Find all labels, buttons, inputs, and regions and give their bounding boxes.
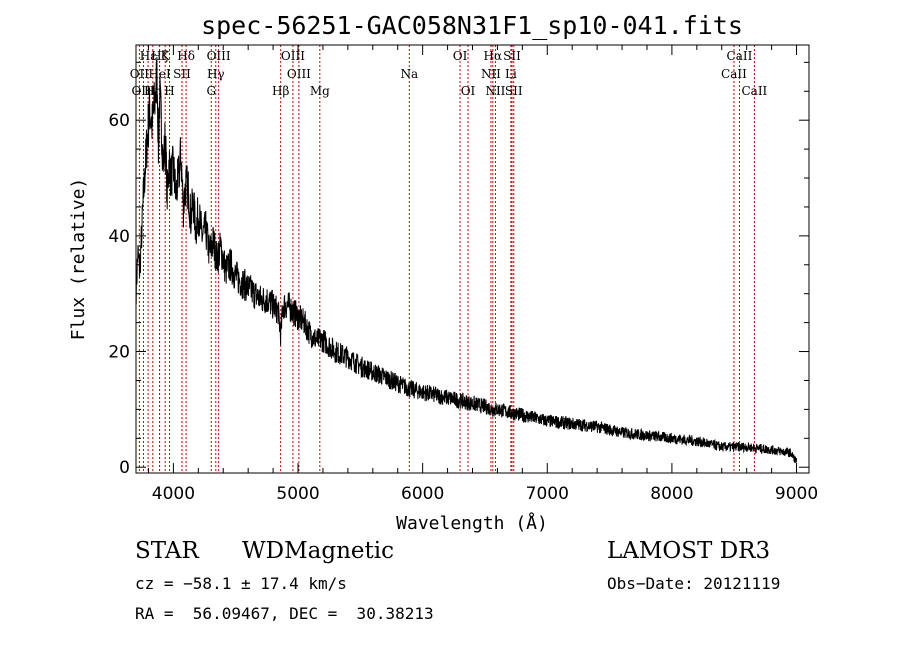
line-label-13: OIII bbox=[281, 49, 305, 63]
line-label-23: SII bbox=[503, 49, 521, 63]
y-tick-label: 60 bbox=[108, 111, 130, 131]
line-label-7: Hη bbox=[144, 84, 162, 98]
x-tick-label: 4000 bbox=[152, 484, 195, 504]
line-label-17: Na bbox=[400, 67, 418, 81]
x-tick-label: 6000 bbox=[401, 484, 444, 504]
line-label-22: NII bbox=[485, 84, 505, 98]
observation-date: Obs−Date: 20121119 bbox=[607, 574, 781, 593]
plot-frame bbox=[135, 44, 810, 474]
line-label-4: H bbox=[164, 84, 174, 98]
survey-name: LAMOST DR3 bbox=[607, 538, 771, 564]
y-tick-label: 20 bbox=[108, 343, 130, 363]
x-axis-label: Wavelength (Å) bbox=[396, 512, 548, 534]
line-label-26: CaII bbox=[727, 49, 753, 63]
line-label-20: Hα bbox=[484, 49, 503, 63]
x-axis: 4000 5000 6000 7000 8000 9000 bbox=[147, 45, 818, 504]
line-label-14: OIII bbox=[287, 67, 311, 81]
x-tick-label: 8000 bbox=[650, 484, 693, 504]
object-class: STAR bbox=[135, 538, 199, 564]
line-label-5: Hζ bbox=[151, 49, 168, 63]
line-label-3: K bbox=[161, 49, 171, 63]
line-label-9: Hδ bbox=[177, 49, 195, 63]
line-label-15: Hβ bbox=[272, 84, 289, 98]
x-tick-label: 9000 bbox=[775, 484, 818, 504]
chart-title: spec-56251-GAC058N31F1_sp10-041.fits bbox=[201, 11, 743, 40]
line-label-0: Hε bbox=[140, 49, 157, 63]
line-label-6: HeI bbox=[148, 67, 171, 81]
y-axis-label: Flux (relative) bbox=[68, 178, 89, 341]
y-tick-label: 0 bbox=[119, 458, 130, 478]
line-label-24: Li bbox=[505, 67, 517, 81]
line-label-21: NII bbox=[481, 67, 501, 81]
emission-lines bbox=[138, 45, 755, 473]
line-label-10: OIII bbox=[207, 49, 231, 63]
spectrum-line bbox=[135, 57, 797, 464]
line-label-12: G bbox=[206, 84, 216, 98]
redshift-velocity: cz = −58.1 ± 17.4 km/s bbox=[135, 574, 347, 593]
y-axis: 0 20 40 60 bbox=[108, 61, 809, 478]
line-label-19: OI bbox=[461, 84, 476, 98]
x-tick-label: 5000 bbox=[276, 484, 319, 504]
line-label-1: OII bbox=[130, 67, 150, 81]
line-label-16: Mg bbox=[310, 84, 330, 98]
coordinates: RA = 56.09467, DEC = 30.38213 bbox=[135, 604, 434, 623]
line-label-27: CaII bbox=[721, 67, 747, 81]
object-subclass: WDMagnetic bbox=[242, 538, 394, 564]
line-label-25: SII bbox=[505, 84, 523, 98]
line-label-18: OI bbox=[453, 49, 468, 63]
y-tick-label: 40 bbox=[108, 227, 130, 247]
x-tick-label: 7000 bbox=[526, 484, 569, 504]
line-label-11: Hγ bbox=[207, 67, 225, 81]
line-label-28: CaII bbox=[741, 84, 767, 98]
line-label-8: SII bbox=[173, 67, 191, 81]
